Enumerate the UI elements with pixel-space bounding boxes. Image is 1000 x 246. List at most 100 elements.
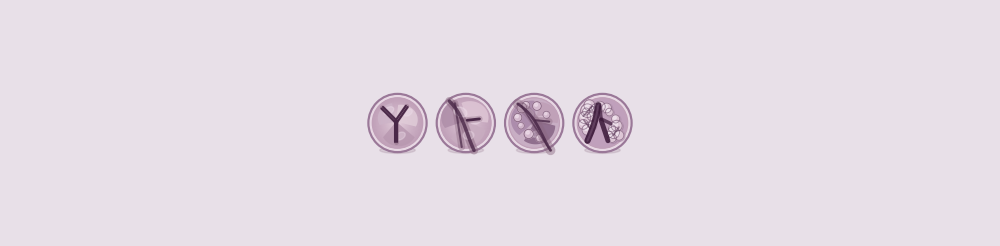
Circle shape [516, 115, 518, 118]
Circle shape [609, 125, 617, 133]
Ellipse shape [524, 108, 534, 116]
Circle shape [515, 104, 553, 142]
Circle shape [516, 104, 553, 142]
Circle shape [386, 112, 409, 134]
Circle shape [389, 114, 406, 132]
Circle shape [517, 106, 551, 140]
Circle shape [510, 99, 558, 147]
Circle shape [452, 109, 480, 137]
Circle shape [380, 105, 415, 141]
Circle shape [580, 113, 590, 122]
Circle shape [519, 105, 523, 108]
Circle shape [612, 115, 621, 124]
Circle shape [455, 112, 476, 134]
Circle shape [443, 100, 489, 146]
Circle shape [525, 130, 532, 138]
Circle shape [528, 117, 540, 129]
Polygon shape [461, 101, 489, 123]
Circle shape [512, 100, 557, 146]
Circle shape [609, 135, 613, 138]
Circle shape [579, 121, 587, 128]
Circle shape [381, 107, 414, 139]
Circle shape [607, 126, 619, 138]
Circle shape [599, 120, 606, 126]
Circle shape [581, 104, 595, 119]
Circle shape [592, 105, 601, 113]
Circle shape [377, 103, 418, 143]
Polygon shape [536, 102, 558, 123]
Circle shape [603, 105, 607, 108]
Circle shape [448, 105, 484, 141]
Circle shape [585, 101, 594, 110]
Circle shape [616, 132, 620, 136]
Circle shape [587, 108, 618, 138]
Circle shape [377, 102, 418, 144]
Circle shape [598, 119, 607, 127]
Circle shape [456, 113, 476, 133]
Circle shape [447, 104, 485, 142]
Circle shape [378, 103, 417, 143]
Circle shape [590, 107, 597, 114]
Circle shape [584, 100, 596, 112]
Circle shape [515, 103, 554, 143]
Circle shape [514, 102, 555, 144]
Circle shape [591, 111, 614, 135]
Circle shape [580, 101, 625, 145]
Circle shape [518, 107, 550, 139]
Circle shape [444, 101, 487, 145]
Circle shape [526, 131, 529, 134]
Circle shape [445, 102, 486, 144]
Circle shape [511, 99, 558, 147]
Circle shape [526, 114, 543, 132]
Circle shape [594, 101, 605, 112]
Circle shape [446, 103, 485, 143]
Circle shape [395, 121, 400, 125]
Polygon shape [396, 105, 418, 126]
Circle shape [590, 110, 615, 136]
Circle shape [596, 117, 609, 129]
Ellipse shape [454, 107, 467, 117]
Circle shape [585, 106, 620, 140]
Circle shape [610, 128, 614, 133]
Circle shape [368, 93, 427, 153]
Circle shape [388, 114, 407, 132]
Circle shape [510, 99, 558, 147]
Circle shape [593, 114, 612, 132]
Circle shape [609, 125, 616, 132]
Polygon shape [451, 120, 485, 146]
Circle shape [593, 105, 596, 108]
Circle shape [373, 99, 422, 147]
Ellipse shape [536, 116, 546, 122]
Circle shape [578, 99, 627, 147]
Circle shape [589, 122, 595, 128]
Circle shape [520, 108, 549, 138]
Circle shape [452, 109, 479, 137]
Circle shape [520, 109, 548, 137]
Circle shape [524, 129, 533, 138]
Circle shape [537, 135, 543, 141]
Circle shape [612, 116, 619, 122]
Circle shape [591, 108, 593, 110]
Circle shape [586, 101, 590, 106]
Circle shape [597, 118, 608, 128]
Circle shape [577, 98, 628, 148]
Circle shape [606, 131, 613, 138]
Circle shape [543, 111, 550, 118]
Circle shape [392, 118, 403, 128]
Circle shape [531, 120, 538, 126]
Circle shape [454, 111, 477, 135]
Circle shape [529, 118, 540, 128]
Circle shape [525, 113, 544, 133]
Circle shape [609, 135, 616, 141]
Circle shape [589, 113, 592, 117]
Polygon shape [441, 101, 467, 128]
Circle shape [615, 131, 625, 141]
Circle shape [579, 120, 589, 130]
Polygon shape [511, 101, 536, 135]
Circle shape [521, 110, 547, 136]
Circle shape [396, 122, 399, 124]
Circle shape [597, 118, 608, 128]
Circle shape [606, 109, 614, 117]
Circle shape [391, 116, 404, 130]
Circle shape [583, 106, 588, 111]
